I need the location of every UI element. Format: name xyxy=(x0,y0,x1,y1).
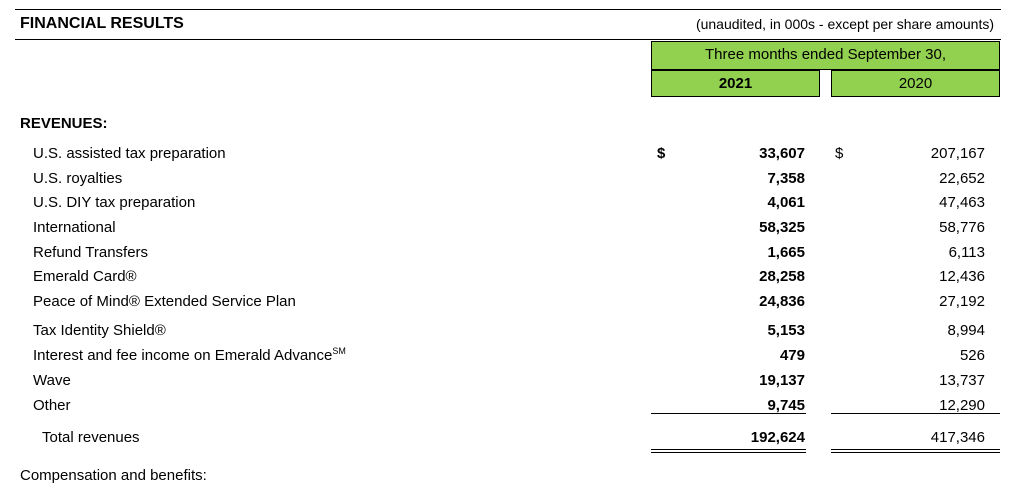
row-label: Tax Identity Shield® xyxy=(33,322,166,339)
value-2021: 5,153 xyxy=(767,322,805,339)
total-double-rule-2021-a xyxy=(651,449,806,450)
total-double-rule-2021-b xyxy=(651,452,806,453)
value-2021: 19,137 xyxy=(759,372,805,389)
value-2020: 13,737 xyxy=(939,372,985,389)
value-2020: 58,776 xyxy=(939,219,985,236)
value-2021: 7,358 xyxy=(767,170,805,187)
value-2021: 4,061 xyxy=(767,194,805,211)
header-rule xyxy=(15,39,1001,40)
value-2020: 8,994 xyxy=(947,322,985,339)
value-2021: 1,665 xyxy=(767,244,805,261)
total-revenues-label: Total revenues xyxy=(42,429,140,446)
row-label: U.S. assisted tax preparation xyxy=(33,145,226,162)
currency-symbol-2020: $ xyxy=(835,145,844,162)
row-label: Emerald Card® xyxy=(33,268,137,285)
value-2021: 9,745 xyxy=(767,397,805,414)
value-2020: 27,192 xyxy=(939,293,985,310)
row-label: Wave xyxy=(33,372,71,389)
page-title: FINANCIAL RESULTS xyxy=(20,15,184,32)
row-label: International xyxy=(33,219,116,236)
value-2020: 12,436 xyxy=(939,268,985,285)
subtotal-rule-2021 xyxy=(651,413,806,414)
value-2020: 12,290 xyxy=(939,397,985,414)
value-2020: 47,463 xyxy=(939,194,985,211)
value-2020: 22,652 xyxy=(939,170,985,187)
value-2021: 33,607 xyxy=(759,145,805,162)
value-2021: 28,258 xyxy=(759,268,805,285)
value-2020: 6,113 xyxy=(948,244,985,261)
row-label: U.S. DIY tax preparation xyxy=(33,194,196,211)
row-label: Refund Transfers xyxy=(33,244,149,261)
row-label: U.S. royalties xyxy=(33,170,123,187)
total-double-rule-2020-b xyxy=(831,452,1000,453)
compensation-label: Compensation and benefits: xyxy=(20,467,207,484)
value-2021: 58,325 xyxy=(759,219,805,236)
subtotal-rule-2020 xyxy=(831,413,1000,414)
top-rule xyxy=(15,9,1001,10)
revenues-section-title: REVENUES: xyxy=(20,115,108,132)
value-2020: 207,167 xyxy=(930,145,985,162)
column-header-2020: 2020 xyxy=(831,70,1000,97)
row-label: Other xyxy=(33,397,71,414)
column-header-2021: 2021 xyxy=(651,70,820,97)
value-2021: 24,836 xyxy=(759,293,805,310)
row-label: Interest and fee income on Emerald Advan… xyxy=(33,346,346,365)
value-2021: 479 xyxy=(779,347,805,364)
row-label: Peace of Mind® Extended Service Plan xyxy=(33,293,296,310)
currency-symbol-2021: $ xyxy=(657,145,666,162)
units-note: (unaudited, in 000s - except per share a… xyxy=(695,16,994,32)
total-revenues-2021: 192,624 xyxy=(750,429,805,446)
total-double-rule-2020-a xyxy=(831,449,1000,450)
value-2020: 526 xyxy=(959,347,985,364)
period-header: Three months ended September 30, xyxy=(651,41,1000,70)
total-revenues-2020: 417,346 xyxy=(930,429,985,446)
